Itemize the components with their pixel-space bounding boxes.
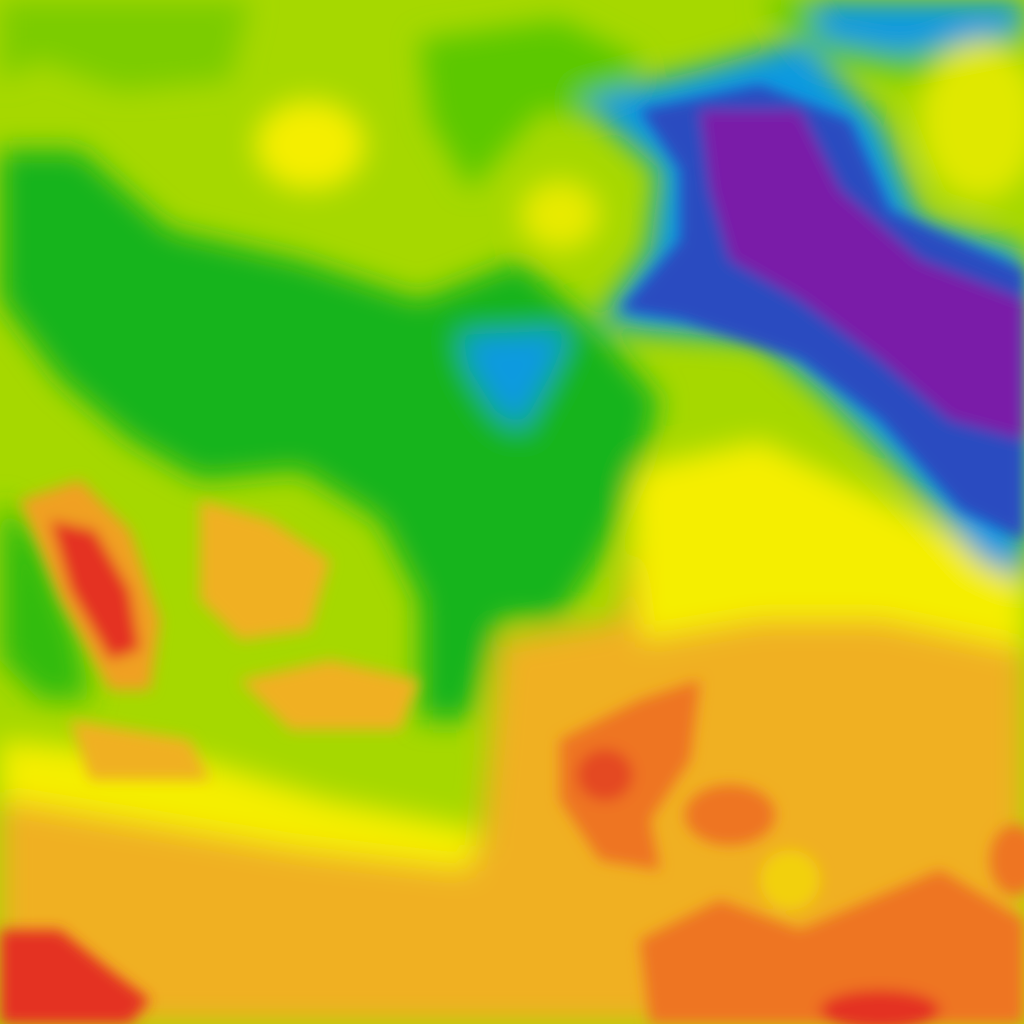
region-orange-southwest [70, 720, 210, 780]
region-blue-island [460, 330, 570, 430]
region-yellow-east [630, 440, 1024, 650]
region-yellow-center [520, 180, 600, 250]
region-red-south-central [577, 749, 633, 801]
region-red-southwest [0, 930, 150, 1024]
region-yellow-north [255, 100, 365, 190]
region-green-band [0, 150, 660, 720]
region-darkorange-southeast [640, 870, 1024, 1024]
region-blue-north [810, 0, 1024, 55]
region-darkorange-south-mid [685, 785, 775, 845]
region-green-west [0, 500, 90, 700]
region-yellow-southeast [760, 850, 820, 910]
region-purple-core [700, 110, 1024, 440]
region-darkorange-east [990, 825, 1024, 895]
region-orange-central-west [200, 500, 330, 640]
region-yellow-north-east [920, 40, 1024, 200]
region-green-north [0, 0, 250, 90]
region-green-northcentral [420, 20, 640, 190]
region-red-southeast [820, 990, 940, 1024]
region-orange-central [240, 660, 420, 730]
region-red-west [50, 520, 140, 660]
